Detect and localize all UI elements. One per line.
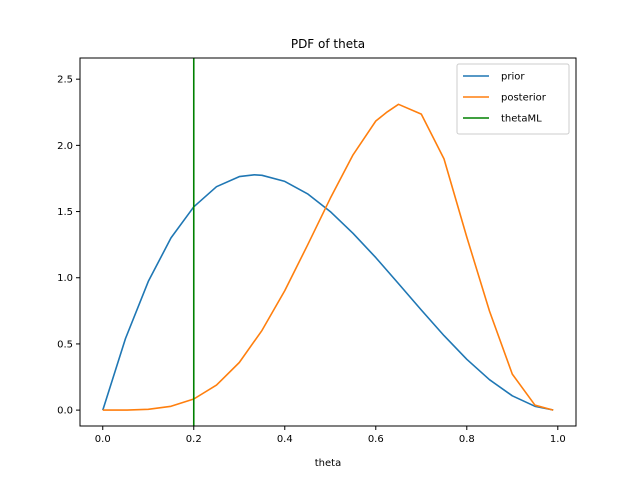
y-tick-label: 1.5	[57, 207, 73, 218]
x-tick-label: 0.6	[368, 434, 384, 445]
legend-box	[456, 63, 570, 135]
x-tick-label: 0.8	[459, 434, 475, 445]
y-tick-label: 1.0	[57, 273, 73, 284]
plot-area	[102, 58, 554, 426]
series-line-prior	[102, 174, 554, 411]
x-axis-label: theta	[315, 458, 341, 469]
series-line-posterior	[102, 103, 554, 411]
y-tick-label: 0.0	[57, 406, 73, 417]
x-tick-label: 0.0	[95, 434, 111, 445]
legend-label-posterior: posterior	[501, 93, 547, 104]
legend: prior posterior thetaML	[456, 63, 570, 135]
x-tick-label: 0.2	[186, 434, 202, 445]
legend-label-thetaML: thetaML	[501, 114, 542, 125]
legend-label-prior: prior	[501, 72, 525, 83]
chart-title: PDF of theta	[291, 37, 365, 51]
x-tick-label: 1.0	[550, 434, 566, 445]
x-axis-ticks: 0.0 0.2 0.4 0.6 0.8 1.0	[95, 426, 566, 445]
y-axis-ticks: 0.0 0.5 1.0 1.5 2.0 2.5	[57, 75, 80, 417]
y-tick-label: 0.5	[57, 339, 73, 350]
y-tick-label: 2.0	[57, 141, 73, 152]
x-tick-label: 0.4	[277, 434, 293, 445]
y-tick-label: 2.5	[57, 75, 73, 86]
axes-frame	[79, 57, 577, 427]
